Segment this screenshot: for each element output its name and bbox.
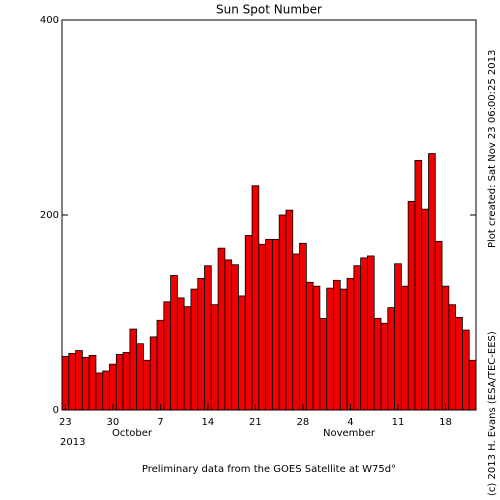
month-label: November (323, 428, 376, 439)
x-tick-label: 21 (249, 417, 262, 428)
y-tick-label: 400 (40, 15, 59, 26)
bar (312, 285, 321, 411)
bar (400, 285, 409, 411)
bar (319, 317, 328, 411)
bar (197, 277, 205, 411)
bar (75, 350, 83, 411)
bar (339, 288, 348, 411)
bar (421, 208, 429, 411)
y-tick-label: 0 (53, 405, 59, 416)
bar (462, 329, 470, 411)
bar (238, 295, 246, 411)
x-tick-label: 30 (107, 417, 120, 428)
bar (346, 277, 355, 411)
bar (217, 247, 226, 411)
bar (163, 301, 171, 411)
bar (407, 200, 416, 411)
bar (95, 372, 104, 411)
bar (88, 354, 97, 411)
bar (224, 259, 233, 411)
bar (68, 353, 76, 411)
bar (115, 354, 124, 411)
bar (190, 288, 199, 411)
bar (265, 238, 273, 411)
bar (292, 253, 300, 411)
x-tick-label: 23 (59, 417, 72, 428)
bar (448, 304, 457, 411)
x-tick-label: 11 (392, 417, 405, 428)
bar (136, 343, 144, 411)
bar (333, 279, 341, 411)
bar (353, 265, 362, 411)
y-tick-label: 200 (40, 210, 59, 221)
bar (434, 240, 443, 411)
bar (299, 242, 307, 411)
bar (441, 285, 450, 411)
bar (380, 322, 389, 411)
bar (109, 363, 117, 411)
bar (360, 257, 368, 411)
bar (156, 319, 165, 411)
x-tick-label: 7 (157, 417, 163, 428)
x-tick-label: 4 (347, 417, 353, 428)
bar (285, 209, 294, 411)
x-tick-label: 14 (202, 417, 215, 428)
year-label: 2013 (60, 437, 85, 448)
x-tick-label: 28 (297, 417, 310, 428)
bar (387, 307, 395, 411)
bar (231, 264, 239, 411)
bar (271, 238, 280, 411)
month-label: October (112, 428, 153, 439)
bar (176, 297, 185, 411)
bar (102, 370, 110, 411)
bar (373, 317, 382, 411)
bar (170, 275, 178, 411)
footer-note: Preliminary data from the GOES Satellite… (142, 464, 396, 475)
bar (414, 159, 423, 411)
chart-title: Sun Spot Number (216, 3, 322, 17)
bar (210, 304, 219, 411)
bar (468, 359, 477, 411)
bar (258, 243, 267, 411)
bar (305, 281, 314, 411)
x-tick-label: 18 (439, 417, 452, 428)
bar (143, 359, 151, 411)
bar (278, 214, 287, 411)
plot-frame (61, 19, 477, 411)
bar (326, 287, 334, 411)
bar (81, 356, 90, 411)
bar (129, 328, 138, 411)
bar (149, 336, 158, 411)
copyright-note: (c) 2013 H. Evans (ESA/TEC-EES) (487, 331, 498, 496)
bar (122, 352, 131, 411)
bar (204, 265, 212, 411)
bar (251, 185, 260, 411)
bar (183, 306, 192, 411)
bar (244, 235, 253, 411)
bar (428, 153, 436, 411)
bar (61, 355, 70, 411)
bar (367, 255, 375, 411)
created-note: Plot created: Sat Nov 23 06:00:25 2013 (487, 50, 498, 248)
bar (394, 263, 402, 411)
bar (455, 316, 463, 411)
